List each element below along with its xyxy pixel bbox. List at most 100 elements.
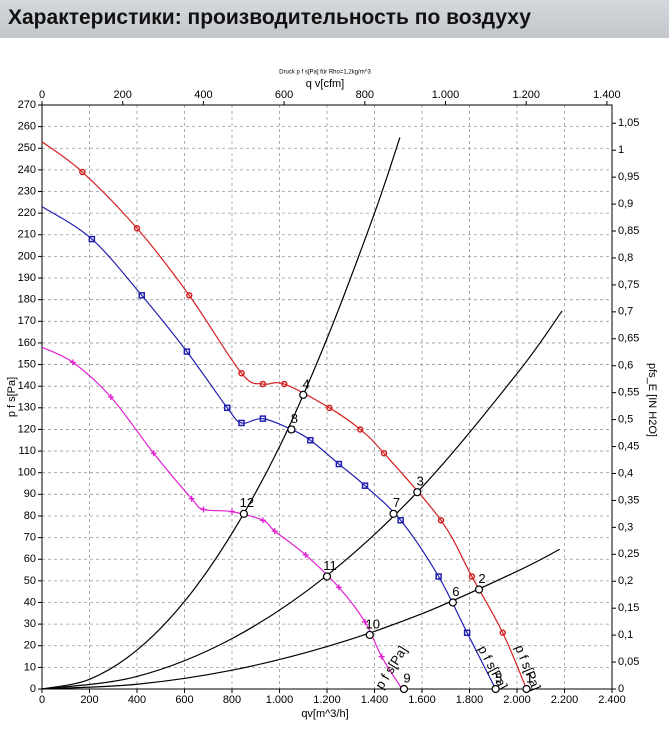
x-tick-label: 0: [39, 694, 45, 706]
x-tick-label: 1.200: [313, 694, 341, 706]
y2-tick-label: 0,45: [618, 440, 639, 452]
marker: [437, 517, 445, 524]
x-tick-label: 1.000: [266, 694, 294, 706]
marker: [435, 573, 442, 580]
operating-point: [491, 684, 500, 694]
y2-tick-label: 0,9: [618, 198, 633, 210]
marker: [335, 584, 342, 591]
y-tick-label: 230: [18, 185, 36, 197]
marker: [499, 629, 506, 637]
x-tick-label: 800: [223, 694, 241, 706]
operating-point-label: 10: [366, 616, 380, 631]
x-tick-label: 2.000: [503, 694, 531, 706]
curve: [41, 310, 563, 690]
operating-point-label: 8: [291, 411, 298, 426]
y-tick-label: 170: [18, 315, 36, 327]
x-tick-label: 1.600: [408, 694, 436, 706]
y-tick-label: 80: [24, 510, 36, 522]
y2-tick-label: 0,05: [618, 656, 639, 668]
marker: [271, 528, 278, 535]
marker: [224, 404, 231, 412]
y2-tick-label: 0,95: [618, 171, 639, 183]
subtitle: Druck p f s[Pa] für Rho=1,2kg/m^3: [279, 70, 371, 76]
y2-tick-label: 0,1: [618, 629, 633, 641]
marker: [133, 225, 141, 232]
x-tick-label: 200: [80, 694, 98, 706]
x2-tick-label: 1.000: [432, 89, 460, 101]
marker: [188, 495, 195, 502]
y2-tick-label: 0,65: [618, 333, 639, 345]
x-tick-label: 2.200: [551, 694, 579, 706]
y-tick-label: 30: [24, 618, 36, 630]
curve: [41, 346, 403, 690]
x-tick-label: 1.800: [456, 694, 484, 706]
marker: [468, 573, 476, 580]
x2-tick-label: 0: [39, 89, 45, 101]
operating-point: [287, 425, 296, 434]
marker: [397, 517, 404, 524]
marker: [183, 348, 191, 355]
y2-tick-label: 0,3: [618, 521, 633, 533]
marker: [138, 292, 145, 299]
y-tick-label: 210: [18, 229, 36, 241]
operating-point: [299, 390, 308, 399]
marker: [69, 359, 76, 366]
y2-tick-label: 0,75: [618, 279, 639, 291]
operating-point-label: 5: [495, 670, 502, 685]
curve: [41, 548, 561, 690]
marker: [281, 380, 288, 388]
x-tick-label: 400: [128, 694, 146, 706]
y2-tick-label: 0,35: [618, 494, 639, 506]
y-axis-label: p f s[Pa]: [6, 377, 18, 417]
y2-tick-label: 0,15: [618, 602, 639, 614]
x2-tick-label: 200: [114, 89, 132, 101]
x-tick-label: 600: [175, 694, 193, 706]
y-tick-label: 120: [18, 423, 36, 435]
marker: [150, 450, 157, 457]
operating-point: [239, 509, 248, 518]
marker: [362, 618, 368, 625]
x2-tick-label: 400: [194, 89, 212, 101]
marker: [335, 460, 343, 468]
marker: [326, 404, 333, 412]
marker: [186, 292, 193, 299]
y2-tick-label: 0: [618, 683, 624, 695]
y2-axis-label: pfs_E [IN H2O]: [646, 363, 658, 437]
y2-tick-label: 0,25: [618, 548, 639, 560]
operating-point: [322, 572, 332, 581]
marker: [259, 415, 267, 422]
y-tick-label: 260: [18, 121, 36, 133]
marker: [79, 168, 86, 176]
marker: [378, 653, 385, 660]
operating-point-label: 7: [393, 495, 400, 510]
y2-tick-label: 0,8: [618, 252, 633, 264]
operating-point: [389, 509, 398, 518]
y2-tick-label: 0,85: [618, 225, 639, 237]
marker: [259, 517, 266, 524]
operating-point-label: 4: [303, 376, 310, 391]
marker: [229, 508, 235, 515]
y2-tick-label: 0,5: [618, 414, 633, 426]
y-tick-label: 150: [18, 358, 36, 370]
operating-point: [522, 684, 531, 694]
operating-point: [413, 488, 422, 497]
operating-point-label: 2: [478, 571, 485, 586]
marker: [259, 380, 267, 388]
y-tick-label: 20: [24, 640, 36, 652]
marker: [107, 394, 114, 400]
marker: [463, 629, 471, 637]
operating-point-label: 6: [452, 584, 459, 599]
y2-tick-label: 0,4: [618, 467, 633, 479]
operating-point: [399, 684, 409, 694]
operating-point: [448, 598, 457, 607]
marker: [238, 369, 245, 377]
x-tick-label: 1.400: [361, 694, 389, 706]
y-tick-label: 180: [18, 294, 36, 306]
y-tick-label: 90: [24, 488, 36, 500]
x-tick-label: 2.400: [598, 694, 626, 706]
y-tick-label: 50: [24, 575, 36, 587]
y-tick-label: 40: [24, 596, 36, 608]
y-tick-label: 60: [24, 553, 36, 565]
